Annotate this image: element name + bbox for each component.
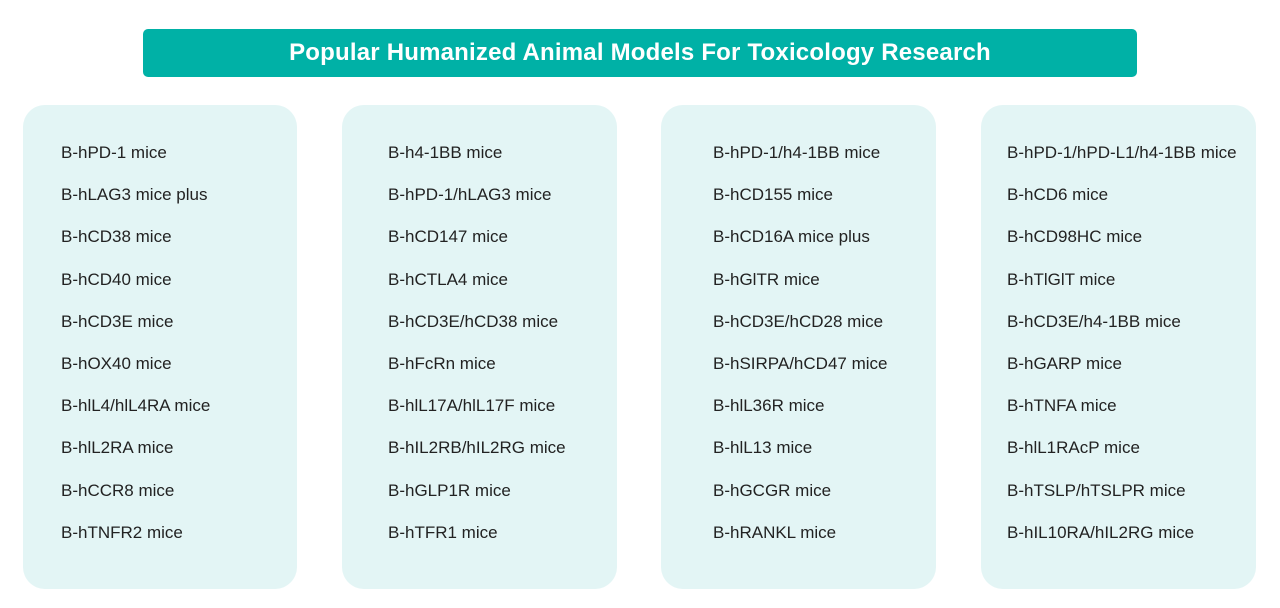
model-item: B-hPD-1/hPD-L1/h4-1BB mice [1007,143,1237,162]
model-list: B-hPD-1 mice B-hLAG3 mice plus B-hCD38 m… [61,141,210,563]
model-item: B-hlL17A/hlL17F mice [388,396,556,416]
model-item: B-hCD6 mice [1007,185,1109,205]
model-item: B-hTFR1 mice [388,522,498,542]
model-item: B-hGCGR mice [713,480,832,500]
model-item: B-hlL4/hlL4RA mice [61,396,211,416]
model-item: B-hIL2RB/hIL2RG mice [388,438,566,458]
model-item: B-hGlTR mice [713,269,820,289]
model-item: B-hCD3E/h4-1BB mice [1007,311,1181,331]
model-item: B-hCD3E/hCD28 mice [713,311,884,331]
model-item: B-hCD155 mice [713,185,833,205]
model-item: B-hPD-1/hLAG3 mice [388,185,552,205]
model-item: B-hSIRPA/hCD47 mice [713,353,888,373]
model-list: B-hPD-1/hPD-L1/h4-1BB mice B-hCD6 mice B… [1007,141,1237,563]
model-item: B-h4-1BB mice [388,143,503,162]
model-item: B-hTSLP/hTSLPR mice [1007,480,1186,500]
model-item: B-hLAG3 mice plus [61,185,208,205]
model-item: B-hTNFR2 mice [61,522,183,542]
model-item: B-hIL10RA/hIL2RG mice [1007,522,1195,542]
model-item: B-hCCR8 mice [61,480,175,500]
model-list: B-h4-1BB mice B-hPD-1/hLAG3 mice B-hCD14… [388,141,566,563]
model-item: B-hGLP1R mice [388,480,511,500]
model-item: B-hTlGlT mice [1007,269,1116,289]
model-item: B-hlL2RA mice [61,438,174,458]
model-item: B-hCD3E mice [61,311,174,331]
model-item: B-hCTLA4 mice [388,269,508,289]
model-item: B-hTNFA mice [1007,396,1117,416]
model-item: B-hOX40 mice [61,353,172,373]
model-item: B-hFcRn mice [388,353,496,373]
model-item: B-hRANKL mice [713,522,837,542]
model-item: B-hGARP mice [1007,353,1122,373]
model-item: B-hPD-1/h4-1BB mice [713,143,881,162]
model-item: B-hlL36R mice [713,396,825,416]
model-column-3: B-hPD-1/h4-1BB mice B-hCD155 mice B-hCD1… [661,105,936,589]
model-item: B-hCD147 mice [388,227,508,247]
page-title: Popular Humanized Animal Models For Toxi… [289,39,991,66]
model-item: B-hCD16A mice plus [713,227,870,247]
model-list: B-hPD-1/h4-1BB mice B-hCD155 mice B-hCD1… [713,141,887,563]
title-banner: Popular Humanized Animal Models For Toxi… [143,29,1137,77]
model-column-2: B-h4-1BB mice B-hPD-1/hLAG3 mice B-hCD14… [342,105,617,589]
model-item: B-hCD40 mice [61,269,172,289]
model-item: B-hCD98HC mice [1007,227,1143,247]
model-column-1: B-hPD-1 mice B-hLAG3 mice plus B-hCD38 m… [23,105,297,589]
model-item: B-hlL13 mice [713,438,813,458]
model-item: B-hCD38 mice [61,227,172,247]
model-column-4: B-hPD-1/hPD-L1/h4-1BB mice B-hCD6 mice B… [981,105,1256,589]
model-item: B-hlL1RAcP mice [1007,438,1140,458]
model-item: B-hCD3E/hCD38 mice [388,311,559,331]
model-item: B-hPD-1 mice [61,143,167,162]
